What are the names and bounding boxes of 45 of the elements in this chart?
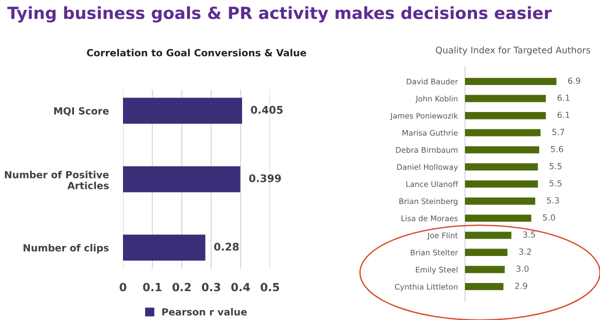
data-label: 6.1 — [558, 94, 570, 101]
data-label: 0.28 — [214, 242, 239, 251]
data-label: 3.0 — [516, 266, 529, 272]
x-tick-label: 0.3 — [202, 282, 220, 292]
bar — [465, 266, 505, 274]
chart-title: Quality Index for Targeted Authors — [436, 46, 590, 56]
bar — [465, 129, 541, 136]
x-tick-label: 0 — [120, 282, 126, 292]
data-label: 5.7 — [552, 128, 564, 136]
data-label: 3.5 — [523, 231, 536, 238]
bar — [465, 232, 512, 239]
y-tick-label: Number of clips — [24, 244, 109, 254]
bar — [465, 146, 540, 154]
bar — [465, 214, 532, 222]
bar — [465, 94, 546, 102]
chart-title: Correlation to Goal Conversions & Value — [86, 48, 306, 56]
data-label: 5.0 — [543, 214, 556, 221]
data-label: 2.9 — [515, 282, 528, 290]
x-tick-label: 0.5 — [260, 282, 280, 292]
bar — [465, 198, 536, 205]
bar — [465, 180, 538, 188]
x-tick-label: 0.4 — [231, 282, 250, 292]
data-label: 0.405 — [250, 106, 283, 114]
bar — [465, 248, 508, 256]
data-label: 5.5 — [550, 163, 562, 170]
data-label: 6.1 — [558, 112, 570, 118]
text: Tying business goals & PR activity makes decisions easier — [7, 6, 552, 23]
bar — [123, 98, 242, 124]
legend-label: Pearson r value — [162, 308, 247, 316]
bar — [465, 283, 504, 290]
x-tick-label: 0.1 — [143, 282, 162, 292]
bar — [465, 78, 556, 85]
bar — [465, 163, 538, 170]
data-label: 0.399 — [249, 174, 281, 182]
data-label: 6.9 — [568, 78, 580, 84]
x-tick-label: 0.2 — [172, 282, 191, 292]
y-tick-label: Number of Positive Articles — [4, 170, 109, 190]
y-tick-label: MQI Score — [54, 107, 109, 116]
data-label: 3.2 — [519, 248, 531, 255]
bar — [123, 166, 240, 192]
bar — [465, 112, 546, 120]
data-label: 5.6 — [550, 146, 564, 152]
bar — [123, 234, 206, 261]
data-label: 5.3 — [546, 197, 559, 204]
data-label: 5.5 — [550, 180, 562, 186]
